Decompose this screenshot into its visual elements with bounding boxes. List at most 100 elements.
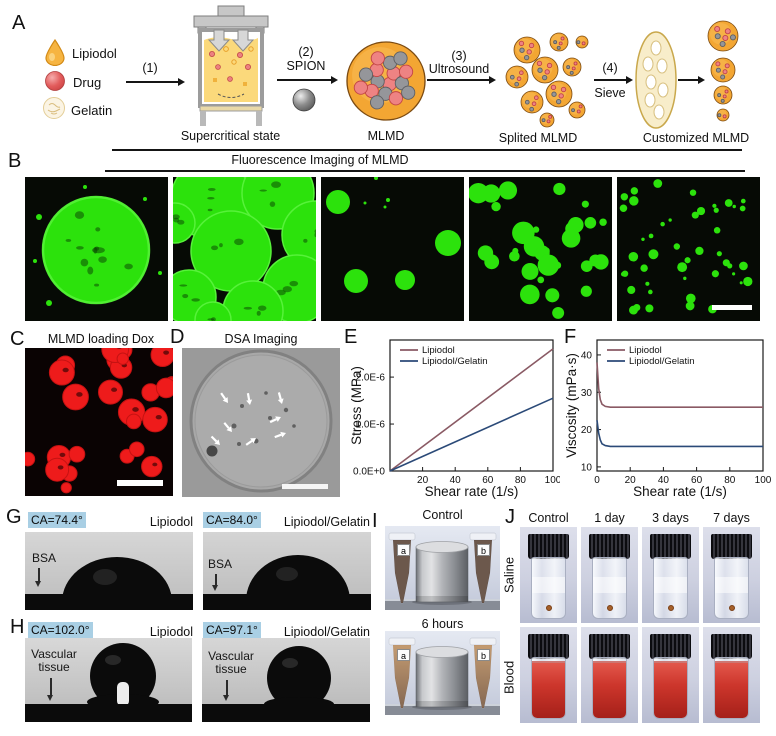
dox-fluorescence-image <box>25 348 173 496</box>
svg-text:40: 40 <box>581 350 593 361</box>
vial-cap <box>528 534 569 559</box>
step-4-label: Sieve <box>594 86 626 100</box>
stress-chart: 20 40 60 80 100 0.0E+0 1.0E-6 2.0E-6 LipiodolLip… <box>350 339 560 499</box>
blood-liquid <box>532 661 565 718</box>
dsa-image <box>182 348 340 497</box>
ca-badge-h1: CA=102.0° <box>28 622 93 638</box>
blood-vial-3days <box>642 627 699 723</box>
svg-text:0: 0 <box>594 475 600 486</box>
step-3-number: (3) <box>451 49 467 63</box>
j-column-3days: 3 days <box>652 511 689 525</box>
drug-sphere-icon <box>45 71 65 91</box>
vial-cap <box>650 534 691 559</box>
magnet-photo-6hours <box>385 631 500 715</box>
panel-d-label: D <box>170 326 185 348</box>
material-label-h1: Lipiodol <box>149 625 193 639</box>
svg-text:0.0E+0: 0.0E+0 <box>353 467 385 478</box>
surface-arrow-g1 <box>35 568 41 587</box>
blood-vial-control <box>520 627 577 723</box>
vial-glass <box>714 657 749 719</box>
supercritical-vessel-graphic <box>193 5 269 126</box>
svg-text:20: 20 <box>417 475 429 486</box>
svg-text:Lipiodol/Gelatin: Lipiodol/Gelatin <box>629 356 695 367</box>
svg-text:80: 80 <box>724 475 736 486</box>
arrow-step-3 <box>427 76 496 83</box>
tube-label-a: a <box>397 544 410 556</box>
blood-liquid <box>654 661 687 718</box>
tube-label-b: b <box>477 649 490 661</box>
panel-c-label: C <box>10 328 25 350</box>
j-column-7days: 7 days <box>713 511 750 525</box>
caption-customized-mlmd: Customized MLMD <box>642 131 750 145</box>
arrow-step-2 <box>277 76 338 83</box>
svg-text:40: 40 <box>450 475 462 486</box>
vial-glass <box>592 657 627 719</box>
fluorescence-image-4 <box>469 177 612 321</box>
vial-glass <box>653 657 688 719</box>
svg-text:100: 100 <box>545 475 560 486</box>
fluorescence-image-2 <box>173 177 316 321</box>
step-2-label: SPION <box>286 59 326 73</box>
panel-a-label: A <box>12 12 26 34</box>
surface-arrow-h2 <box>223 680 229 701</box>
blood-vial-7days <box>703 627 760 723</box>
sieve-graphic <box>635 31 677 129</box>
svg-text:30: 30 <box>581 388 593 399</box>
tube-label-a: a <box>397 649 410 661</box>
contact-angle-image-g2: BSA <box>203 532 371 610</box>
j-column-control: Control <box>528 511 569 525</box>
svg-text:Viscosity (mPa·s): Viscosity (mPa·s) <box>565 353 579 458</box>
vial-glass <box>531 657 566 719</box>
svg-text:2.0E-6: 2.0E-6 <box>356 373 386 384</box>
vial-cap <box>589 634 630 659</box>
magnet-photo-control <box>385 526 500 610</box>
saline-vial-3days <box>642 527 699 623</box>
panel-d-title: DSA Imaging <box>224 332 298 346</box>
b-title-topline <box>112 149 742 151</box>
saline-vial-1day <box>581 527 638 623</box>
svg-text:Lipiodol: Lipiodol <box>629 345 662 356</box>
vial-cap <box>711 534 752 559</box>
condition-control-label: Control <box>422 508 463 522</box>
svg-text:20: 20 <box>625 475 637 486</box>
blood-liquid <box>715 661 748 718</box>
contact-angle-image-h2: Vascular tissue <box>202 638 370 722</box>
surface-label-g2: BSA <box>208 557 233 571</box>
panel-b-label: B <box>8 150 22 172</box>
viscosity-chart: 0 20 40 60 80 100 10 20 30 40 LipiodolLipiodol/Gel… <box>565 339 772 499</box>
svg-text:Stress (MPa): Stress (MPa) <box>350 366 364 445</box>
vial-glass <box>531 557 566 619</box>
svg-text:80: 80 <box>515 475 527 486</box>
legend-drug-label: Drug <box>73 75 102 90</box>
blood-liquid <box>593 661 626 718</box>
ca-badge-g1: CA=74.4° <box>28 512 86 528</box>
panel-h-label: H <box>10 616 25 638</box>
panel-c-title: MLMD loading Dox <box>47 332 155 346</box>
ca-badge-h2: CA=97.1° <box>203 622 261 638</box>
magnet-image-control: a b <box>385 526 500 610</box>
svg-text:100: 100 <box>755 475 772 486</box>
blood-vial-1day <box>581 627 638 723</box>
condition-6hours-label: 6 hours <box>421 617 464 631</box>
j-row-blood: Blood <box>501 660 517 694</box>
legend-gelatin-label: Gelatin <box>71 103 113 118</box>
panel-b-title: Fluorescence Imaging of MLMD <box>231 153 409 167</box>
svg-text:Shear rate (1/s): Shear rate (1/s) <box>425 484 519 499</box>
svg-text:Shear rate (1/s): Shear rate (1/s) <box>633 484 727 499</box>
svg-text:Lipiodol/Gelatin: Lipiodol/Gelatin <box>422 356 488 367</box>
mlmd-pellet <box>545 605 552 611</box>
j-column-1day: 1 day <box>594 511 625 525</box>
panel-j-label: J <box>505 506 515 528</box>
panel-f-label: F <box>564 326 577 348</box>
arrow-step-1 <box>126 78 185 85</box>
vial-cap <box>589 534 630 559</box>
ca-badge-g2: CA=84.0° <box>203 512 261 528</box>
caption-mlmd: MLMD <box>367 129 405 143</box>
fluorescence-image-1 <box>25 177 168 321</box>
material-label-h2: Lipiodol/Gelatin <box>283 625 370 639</box>
droplet-photo-g1 <box>25 532 193 610</box>
customized-mlmd-stack <box>707 20 739 122</box>
fluorescence-image-5 <box>617 177 760 321</box>
mlmd-pellet <box>728 605 735 611</box>
step-3-label: Ultrosound <box>428 62 490 76</box>
